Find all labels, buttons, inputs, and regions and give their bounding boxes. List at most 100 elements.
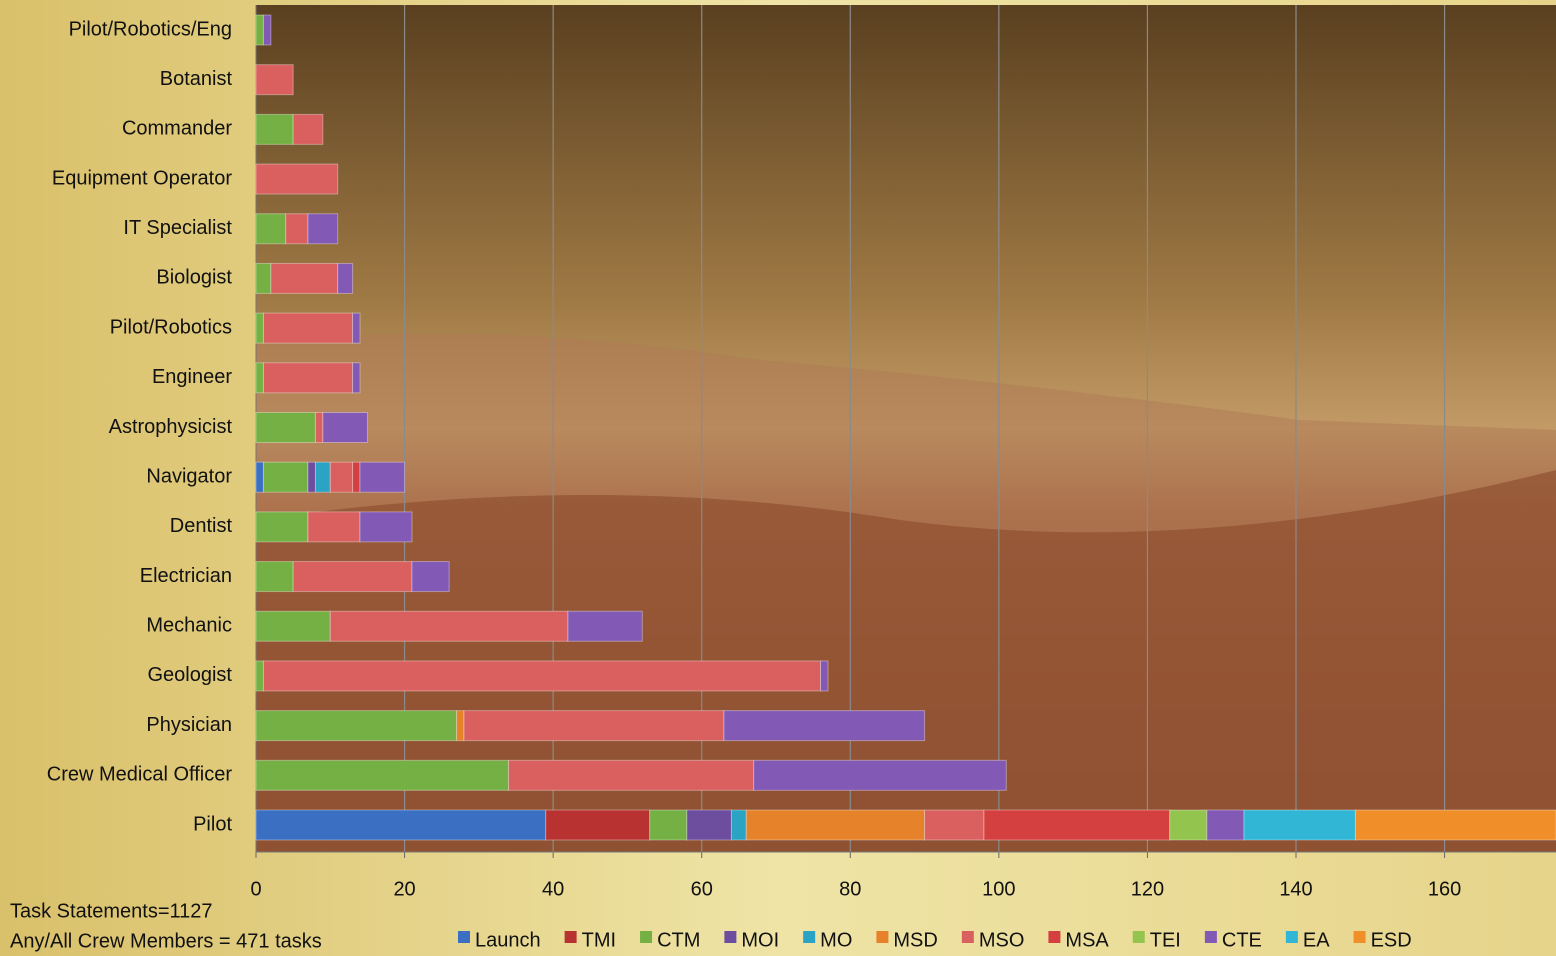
bar-segment: [1243, 809, 1356, 841]
bar-segment: [723, 710, 926, 742]
legend-swatch: [1204, 931, 1217, 943]
legend-swatch: [640, 931, 653, 943]
x-tick-label: 0: [250, 878, 261, 900]
y-tick-label: Pilot/Robotics: [110, 316, 232, 338]
bar-segment: [255, 412, 316, 443]
bar-segment: [307, 511, 361, 543]
y-tick-label: Pilot/Robotics/Eng: [69, 18, 232, 40]
y-tick-label: Physician: [146, 714, 232, 736]
bar-segment: [329, 610, 569, 642]
x-tick-label: 120: [1131, 878, 1164, 900]
x-tick-label: 20: [393, 878, 415, 900]
bar-segment: [270, 262, 339, 294]
bar-segment: [314, 412, 324, 443]
y-tick-label: Biologist: [156, 267, 232, 289]
bar-segment: [567, 610, 643, 642]
bar-segment: [463, 710, 725, 742]
bar-segment: [1354, 809, 1556, 841]
bar-segment: [255, 113, 294, 145]
bar-segment: [745, 809, 926, 841]
bar-segment: [255, 710, 458, 742]
bar-segment: [255, 213, 287, 245]
x-tick-label: 160: [1428, 878, 1461, 900]
bar-segment: [255, 163, 339, 195]
y-tick-label: Mechanic: [146, 615, 232, 637]
bar-segment: [686, 809, 732, 841]
legend-swatch: [876, 931, 889, 943]
legend-label: EA: [1303, 929, 1330, 951]
y-tick-label: Navigator: [146, 465, 232, 487]
bar-segment: [255, 610, 331, 642]
legend-label: CTM: [657, 929, 700, 951]
bar-segment: [337, 262, 354, 294]
legend-label: MSD: [893, 929, 937, 951]
x-tick-label: 40: [542, 878, 564, 900]
bar-segment: [753, 759, 1007, 791]
bar-segment: [255, 759, 510, 791]
bar-segment: [255, 14, 264, 46]
bar-segment: [983, 809, 1171, 841]
bar-segment: [545, 809, 651, 841]
bar-segment: [730, 809, 747, 841]
bar-segment: [307, 461, 316, 493]
bar-segment: [322, 412, 368, 443]
y-tick-label: IT Specialist: [123, 217, 232, 239]
bar-segment: [411, 561, 450, 593]
y-tick-label: Engineer: [152, 366, 232, 388]
annotation: Task Statements=1127: [10, 900, 213, 922]
bar-segment: [255, 660, 264, 692]
bar-segment: [649, 809, 688, 841]
bar-segment: [352, 362, 361, 394]
bar-segment: [292, 561, 413, 593]
legend-swatch: [803, 931, 816, 943]
annotation: Any/All Crew Members = 471 tasks: [10, 930, 322, 952]
bar-segment: [255, 561, 294, 593]
terrain: [256, 470, 1556, 852]
bar-segment: [359, 461, 406, 493]
y-tick-label: Commander: [122, 118, 232, 140]
bar-segment: [456, 710, 465, 742]
legend-label: MSO: [979, 929, 1025, 951]
legend-swatch: [961, 931, 974, 943]
y-tick-label: Botanist: [160, 68, 233, 90]
legend-swatch: [1285, 931, 1298, 943]
bar-segment: [262, 14, 272, 46]
legend-label: ESD: [1371, 929, 1412, 951]
bar-segment: [307, 213, 339, 245]
bar-segment: [262, 312, 354, 344]
bar-segment: [508, 759, 755, 791]
bar-segment: [924, 809, 985, 841]
x-tick-label: 140: [1279, 878, 1312, 900]
y-tick-label: Dentist: [170, 515, 233, 537]
bar-segment: [255, 262, 272, 294]
bar-segment: [1206, 809, 1245, 841]
legend-swatch: [458, 931, 470, 943]
bar-segment: [359, 511, 413, 543]
bar-segment: [255, 362, 264, 394]
bar-segment: [1169, 809, 1208, 841]
bar-segment: [329, 461, 354, 493]
bar-segment: [292, 113, 324, 145]
bar-segment: [255, 511, 309, 543]
bar-segment: [255, 312, 264, 344]
x-tick-label: 80: [839, 878, 861, 900]
legend-label: CTE: [1222, 929, 1262, 951]
bar-segment: [255, 461, 264, 493]
bar-segment: [352, 312, 361, 344]
legend-swatch: [1132, 931, 1145, 943]
legend-swatch: [1048, 931, 1061, 943]
bar-segment: [820, 660, 829, 692]
legend-label: TEI: [1150, 929, 1181, 951]
y-tick-label: Astrophysicist: [109, 416, 233, 438]
bar-segment: [314, 461, 331, 493]
legend-label: TMI: [582, 929, 616, 951]
bar-segment: [255, 64, 294, 96]
y-tick-label: Crew Medical Officer: [47, 764, 233, 786]
legend-label: MOI: [741, 929, 779, 951]
bar-segment: [285, 213, 309, 245]
y-tick-label: Equipment Operator: [52, 167, 232, 189]
bar-segment: [262, 362, 354, 394]
legend-swatch: [1353, 931, 1366, 943]
legend-label: MO: [820, 929, 852, 951]
